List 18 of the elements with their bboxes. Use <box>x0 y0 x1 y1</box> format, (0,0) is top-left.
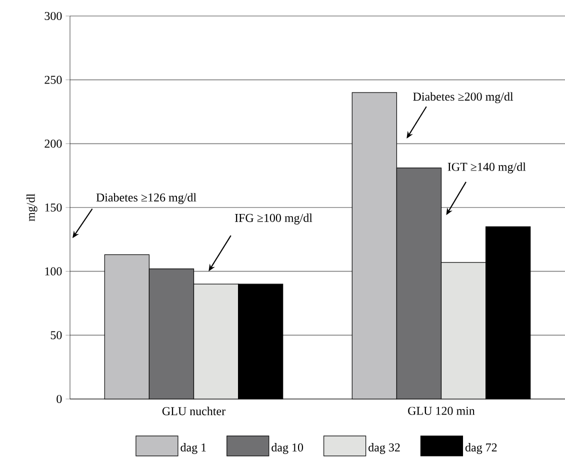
y-tick-label: 300 <box>44 12 62 20</box>
annotation: IFG ≥100 mg/dl <box>234 214 312 224</box>
legend-label: dag 72 <box>465 443 497 454</box>
x-tick-label: GLU 120 min <box>408 406 475 415</box>
y-tick-label: 50 <box>50 331 62 340</box>
legend-label: dag 1 <box>180 443 206 454</box>
annotation: Diabetes ≥126 mg/dl <box>96 193 196 204</box>
y-tick-label: 100 <box>45 267 62 276</box>
legend-label: dag 32 <box>368 443 400 454</box>
x-tick-label: GLU nuchter <box>162 406 226 416</box>
y-tick-label: 150 <box>45 203 62 212</box>
legend-label: dag 10 <box>272 443 304 454</box>
y-tick-label: 200 <box>44 140 62 148</box>
annotation: Diabetes ≥200 mg/dl <box>413 92 514 104</box>
y-tick-label: 250 <box>44 76 62 84</box>
y-axis-title: mg/dl <box>26 194 38 222</box>
annotation: IGT ≥140 mg/dl <box>448 162 526 174</box>
y-tick-label: 0 <box>56 394 62 404</box>
